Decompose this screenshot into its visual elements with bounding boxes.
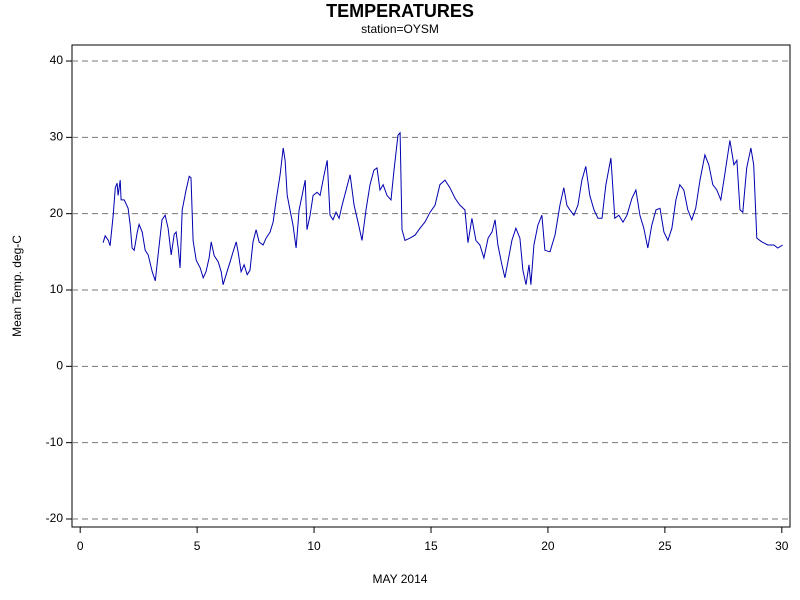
x-tick-label: 15 [424, 539, 438, 553]
x-tick-label: 30 [775, 539, 789, 553]
temperature-line [102, 131, 783, 285]
y-tick-label: -10 [46, 435, 64, 449]
x-tick-label: 20 [541, 539, 555, 553]
y-tick-label: 0 [56, 359, 63, 373]
x-tick-label: 25 [658, 539, 672, 553]
x-tick-label: 10 [307, 539, 321, 553]
chart-subtitle: station=OYSM [361, 22, 439, 36]
y-tick-label: -20 [46, 511, 64, 525]
x-axis-label: MAY 2014 [373, 572, 428, 586]
y-tick-label: 20 [50, 206, 64, 220]
y-tick-label: 30 [50, 130, 64, 144]
y-tick-label: 10 [50, 282, 64, 296]
x-tick-label: 5 [194, 539, 201, 553]
y-axis-label: Mean Temp. deg-C [10, 235, 24, 337]
chart-title: TEMPERATURES [326, 1, 474, 21]
x-tick-label: 0 [77, 539, 84, 553]
y-tick-label: 40 [50, 53, 64, 67]
